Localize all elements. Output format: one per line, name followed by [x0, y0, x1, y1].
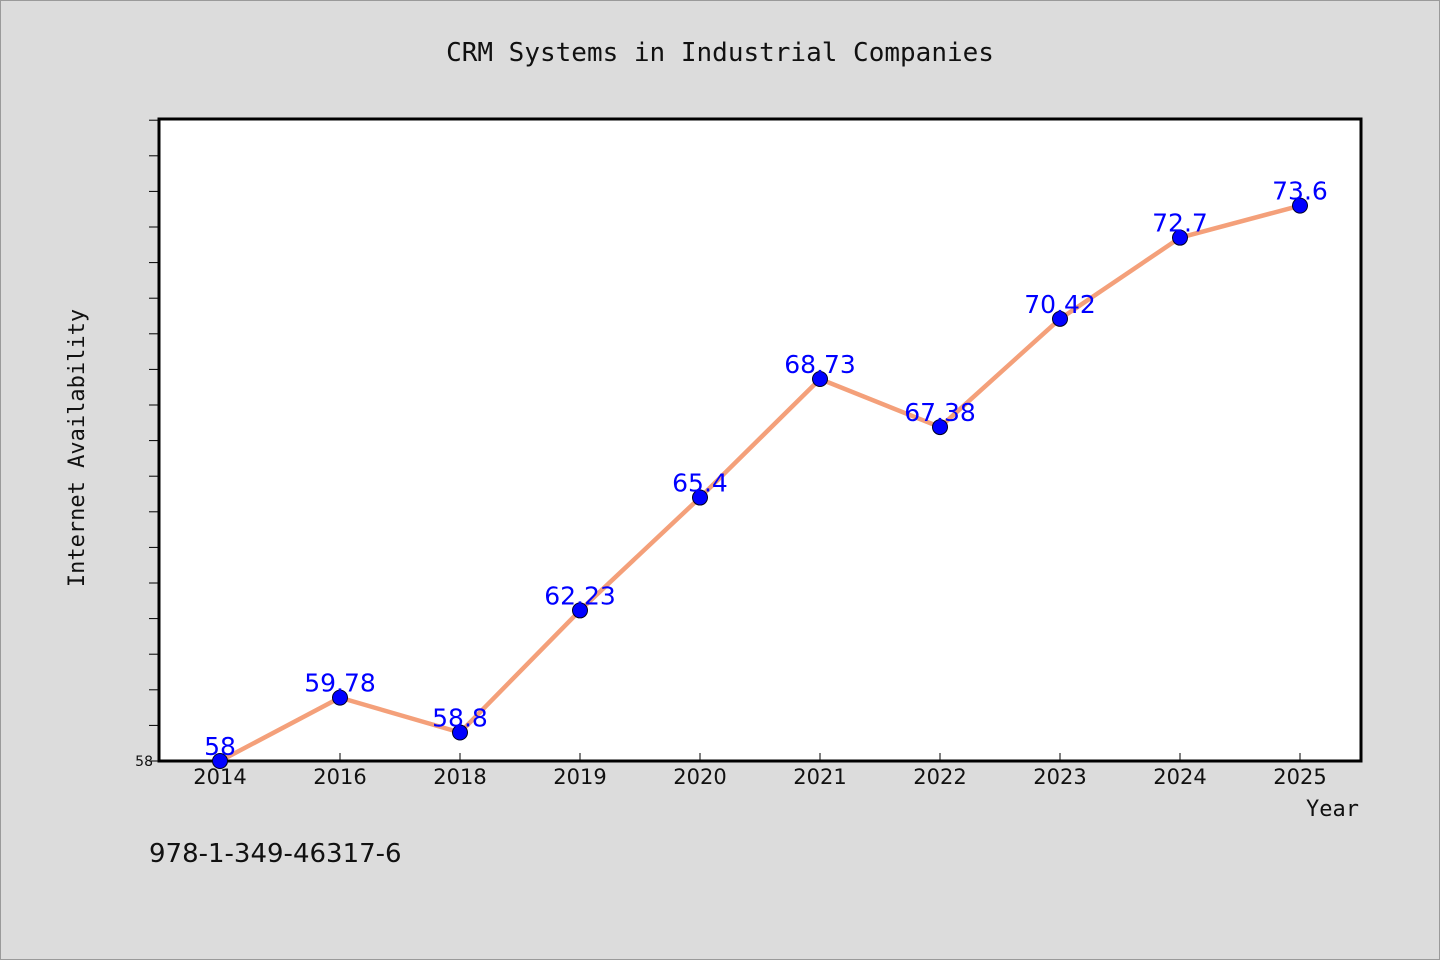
data-label: 67.38 [904, 398, 976, 427]
x-tick-label: 2019 [553, 765, 606, 789]
isbn-footer: 978-1-349-46317-6 [149, 839, 402, 869]
data-label: 58.8 [432, 704, 488, 733]
data-point-marker [332, 689, 348, 706]
data-label: 65.4 [672, 469, 728, 498]
data-label: 68.73 [784, 350, 856, 379]
x-axis-ticks: 2014 2016 2018 2019 2020 2021 2022 2023 2024 2025 [193, 753, 1327, 789]
x-tick-label: 2020 [673, 765, 726, 789]
chart-title: CRM Systems in Industrial Companies [446, 38, 994, 68]
x-tick-label: 2021 [793, 765, 846, 789]
data-point-marker [452, 724, 468, 741]
data-label: 58 [204, 732, 236, 761]
data-point-marker [812, 371, 828, 388]
x-axis-title: Year [1306, 797, 1359, 822]
series-line [217, 203, 1303, 764]
y-axis-ticks: 58 [135, 119, 159, 770]
data-point-marker [212, 753, 228, 769]
x-tick-label: 2023 [1033, 765, 1086, 789]
data-label: 59.78 [304, 669, 376, 698]
y-axis-title: Internet Availability [65, 309, 90, 587]
data-point-marker [572, 602, 588, 619]
y-tick-label: 58 [135, 754, 153, 770]
x-tick-label: 2025 [1273, 765, 1326, 789]
data-point-marker [692, 489, 708, 506]
data-point-marker [1172, 229, 1188, 246]
x-tick-label: 2016 [313, 765, 366, 789]
x-tick-label: 2022 [913, 765, 966, 789]
series-markers [212, 197, 1308, 769]
data-point-marker [932, 419, 948, 436]
x-tick-label: 2018 [433, 765, 486, 789]
data-point-marker [1292, 197, 1308, 214]
data-label: 73.6 [1272, 177, 1328, 206]
series-line-group [217, 203, 1303, 764]
data-label: 72.7 [1152, 209, 1208, 238]
data-point-marker [1052, 310, 1068, 327]
x-tick-label: 2024 [1153, 765, 1206, 789]
data-labels: 58 59.78 58.8 62.23 65.4 68.73 67.38 70.42 72.7 7… [204, 177, 1328, 761]
data-label: 62.23 [544, 581, 616, 610]
data-label: 70.42 [1024, 290, 1096, 319]
